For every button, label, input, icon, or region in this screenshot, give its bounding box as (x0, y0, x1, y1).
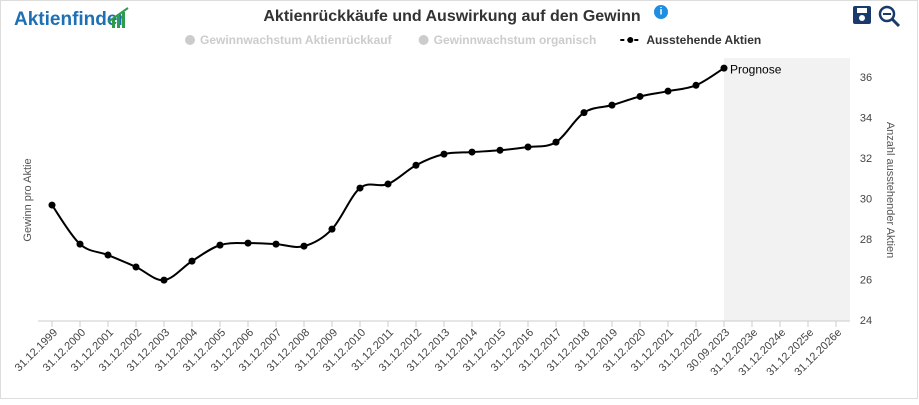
y2-axis-label: Anzahl ausstehender Aktien (884, 122, 896, 258)
zoom-icon[interactable] (878, 5, 901, 28)
info-glyph: i (660, 7, 663, 18)
point (496, 146, 504, 154)
point (188, 257, 196, 265)
point (76, 240, 84, 248)
point (552, 138, 560, 146)
point (216, 241, 224, 249)
point (48, 201, 56, 209)
save-icon[interactable] (853, 6, 871, 24)
brand-logo: Aktienfinder (14, 9, 125, 30)
point (328, 225, 336, 233)
forecast-region (724, 58, 850, 321)
point (440, 150, 448, 158)
point (636, 92, 644, 100)
logo-bars (107, 7, 129, 28)
point (720, 64, 728, 72)
point (608, 101, 616, 109)
legend-label: Gewinnwachstum Aktienrückkauf (200, 33, 393, 47)
y2-tick-label: 34 (860, 113, 872, 125)
y2-tick-label: 26 (860, 274, 872, 286)
point (300, 242, 308, 250)
point (412, 161, 420, 169)
y2-tick-label: 30 (860, 194, 872, 206)
point (160, 276, 168, 284)
y2-tick-label: 32 (860, 153, 872, 165)
y2-tick-label: 24 (860, 315, 872, 327)
legend-marker (418, 35, 429, 45)
point (272, 240, 280, 248)
point (104, 251, 112, 259)
y2-tick-label: 36 (860, 72, 872, 84)
chart-title: Aktienrückkäufe und Auswirkung auf den G… (263, 8, 640, 25)
point (132, 263, 140, 271)
point (524, 143, 532, 151)
legend-label: Ausstehende Aktien (646, 33, 761, 47)
point (356, 184, 364, 192)
point (244, 239, 252, 247)
point (692, 81, 700, 89)
legend-marker (185, 35, 195, 45)
point (664, 87, 672, 95)
point (580, 109, 588, 117)
y2-tick-label: 28 (860, 234, 872, 246)
point (384, 180, 392, 188)
legend-marker (627, 37, 634, 43)
y-axis-label: Gewinn pro Aktie (22, 158, 34, 241)
legend-label: Gewinnwachstum organisch (434, 33, 597, 47)
point (468, 148, 476, 156)
info-icon[interactable] (654, 5, 668, 19)
annotation: Prognose (730, 62, 782, 76)
